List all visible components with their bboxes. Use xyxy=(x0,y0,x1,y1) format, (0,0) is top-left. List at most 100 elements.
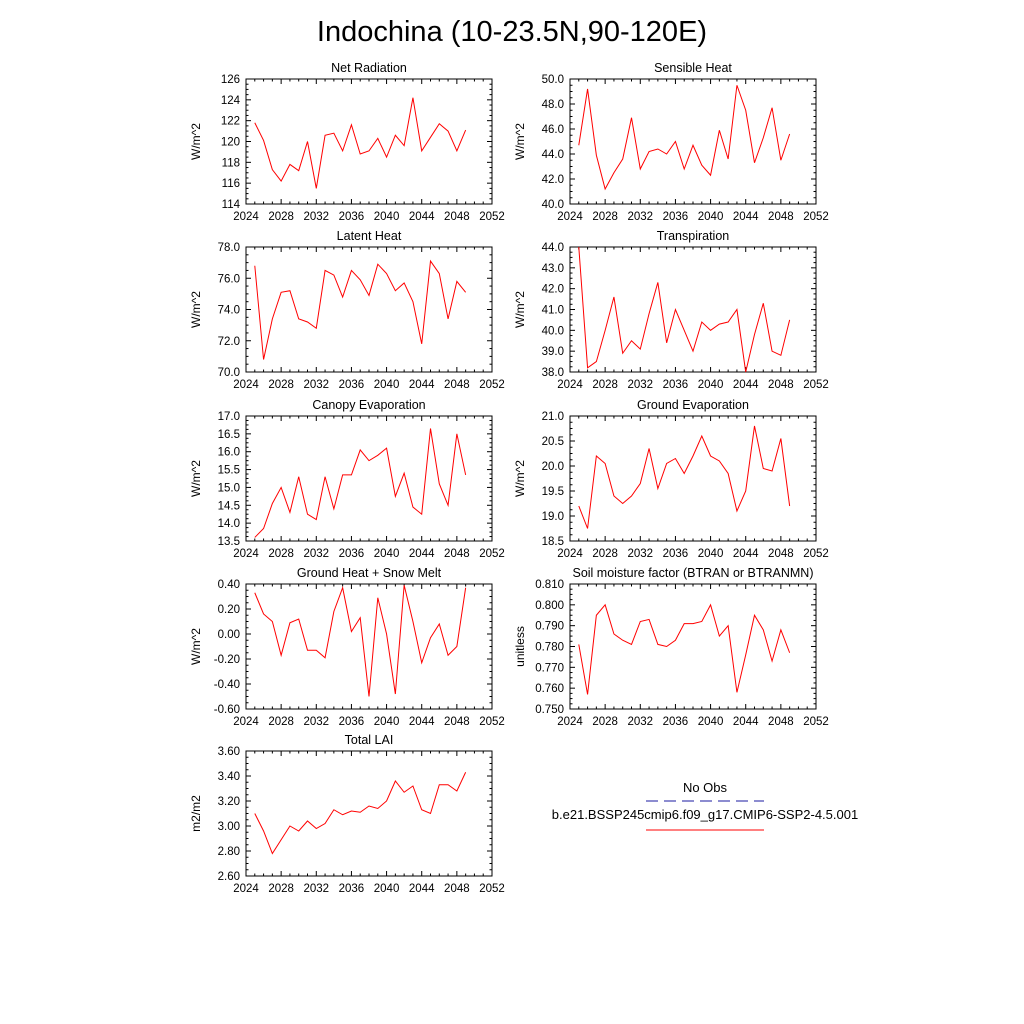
y-tick-label: 40.0 xyxy=(542,325,564,337)
y-tick-label: 42.0 xyxy=(542,174,564,186)
y-tick-label: 0.810 xyxy=(535,579,564,591)
x-tick-label: 2032 xyxy=(303,883,329,895)
x-tick-label: 2052 xyxy=(803,211,829,223)
x-tick-label: 2040 xyxy=(698,548,724,560)
y-tick-label: 0.750 xyxy=(535,704,564,716)
x-tick-label: 2040 xyxy=(374,883,400,895)
y-tick-label: 17.0 xyxy=(218,411,240,423)
x-tick-label: 2036 xyxy=(339,211,365,223)
x-tick-label: 2044 xyxy=(733,716,759,728)
panels: Net Radiation 2024 2028 2032 2036 2040 2044 204… xyxy=(189,61,829,895)
y-tick-label: 18.5 xyxy=(542,536,564,548)
x-tick-label: 2032 xyxy=(303,379,329,391)
x-tick-label: 2040 xyxy=(374,548,400,560)
y-tick-label: 2.80 xyxy=(218,846,240,858)
x-tick-label: 2024 xyxy=(233,716,259,728)
y-tick-label: 78.0 xyxy=(218,242,240,254)
x-tick-label: 2040 xyxy=(374,716,400,728)
panel-9: Total LAI 2024 2028 2032 2036 2040 2044 2048 205… xyxy=(189,733,505,895)
y-tick-label: 126 xyxy=(221,74,240,86)
x-tick-label: 2028 xyxy=(268,211,294,223)
x-tick-label: 2028 xyxy=(592,211,618,223)
x-tick-label: 2044 xyxy=(733,379,759,391)
panel-6: Ground Evaporation 2024 2028 2032 2036 2040 20… xyxy=(513,398,829,560)
y-axis-label: W/m^2 xyxy=(189,123,203,160)
x-tick-label: 2052 xyxy=(803,379,829,391)
y-tick-label: 44.0 xyxy=(542,242,564,254)
y-tick-label: 0.00 xyxy=(218,629,240,641)
x-tick-label: 2040 xyxy=(374,379,400,391)
legend-entry-no-obs-label: No Obs xyxy=(683,780,728,795)
y-axis-label: W/m^2 xyxy=(189,460,203,497)
y-axis-label: unitless xyxy=(513,626,527,667)
y-tick-label: 116 xyxy=(222,178,240,190)
y-tick-label: 3.00 xyxy=(218,821,240,833)
panel-title: Total LAI xyxy=(345,733,394,747)
x-tick-label: 2048 xyxy=(444,883,470,895)
x-tick-label: 2028 xyxy=(268,716,294,728)
series-line xyxy=(254,97,467,189)
plot-frame xyxy=(569,246,817,373)
y-axis-label: m2/m2 xyxy=(189,795,203,832)
x-tick-label: 2052 xyxy=(803,716,829,728)
panel-2: Sensible Heat 2024 2028 2032 2036 2040 2044 204… xyxy=(513,61,829,223)
x-tick-label: 2048 xyxy=(444,548,470,560)
panel-3: Latent Heat 2024 2028 2032 2036 2040 2044 2048 2… xyxy=(189,229,505,391)
x-tick-label: 2032 xyxy=(303,548,329,560)
x-tick-label: 2036 xyxy=(663,211,689,223)
x-tick-label: 2048 xyxy=(444,716,470,728)
x-tick-label: 2044 xyxy=(733,211,759,223)
y-tick-label: 14.0 xyxy=(218,518,240,530)
x-tick-label: 2024 xyxy=(233,883,259,895)
panel-1: Net Radiation 2024 2028 2032 2036 2040 2044 204… xyxy=(189,61,505,223)
y-tick-label: 15.0 xyxy=(218,482,240,494)
y-tick-label: 70.0 xyxy=(218,367,240,379)
panel-title: Canopy Evaporation xyxy=(312,398,425,412)
x-tick-label: 2040 xyxy=(698,379,724,391)
panel-4: Transpiration 2024 2028 2032 2036 2040 2044 204… xyxy=(513,229,829,391)
y-tick-label: 0.780 xyxy=(535,642,564,654)
x-tick-label: 2048 xyxy=(768,716,794,728)
y-tick-label: 118 xyxy=(222,157,240,169)
y-tick-label: -0.60 xyxy=(214,704,240,716)
y-axis-label: W/m^2 xyxy=(513,460,527,497)
x-tick-label: 2048 xyxy=(768,211,794,223)
y-tick-label: 48.0 xyxy=(542,99,564,111)
x-tick-label: 2036 xyxy=(663,548,689,560)
series-line xyxy=(578,246,791,373)
plot-frame xyxy=(245,415,493,542)
x-tick-label: 2040 xyxy=(698,211,724,223)
x-tick-label: 2040 xyxy=(698,716,724,728)
y-tick-label: 122 xyxy=(221,116,240,128)
y-tick-label: 14.5 xyxy=(218,500,240,512)
y-tick-label: 39.0 xyxy=(542,346,564,358)
x-tick-label: 2024 xyxy=(233,379,259,391)
x-tick-label: 2044 xyxy=(733,548,759,560)
x-tick-label: 2024 xyxy=(233,548,259,560)
x-tick-label: 2032 xyxy=(627,716,653,728)
x-tick-label: 2028 xyxy=(268,883,294,895)
y-axis-label: W/m^2 xyxy=(513,123,527,160)
x-tick-label: 2036 xyxy=(339,883,365,895)
series-line xyxy=(254,259,467,360)
y-tick-label: 20.5 xyxy=(542,436,564,448)
x-tick-label: 2028 xyxy=(592,379,618,391)
series-line xyxy=(578,425,791,529)
y-tick-label: 76.0 xyxy=(218,273,240,285)
x-tick-label: 2052 xyxy=(479,211,505,223)
x-tick-label: 2052 xyxy=(479,716,505,728)
y-tick-label: 3.60 xyxy=(218,746,240,758)
y-tick-label: 0.760 xyxy=(535,683,564,695)
plot-frame xyxy=(245,750,493,877)
panel-title: Ground Heat + Snow Melt xyxy=(297,566,442,580)
y-axis-label: W/m^2 xyxy=(189,628,203,665)
x-tick-label: 2024 xyxy=(557,716,583,728)
y-tick-label: 3.20 xyxy=(218,796,240,808)
y-tick-label: 50.0 xyxy=(542,74,564,86)
x-tick-label: 2036 xyxy=(339,379,365,391)
y-tick-label: 74.0 xyxy=(218,305,240,317)
y-tick-label: 43.0 xyxy=(542,263,564,275)
y-axis-label: W/m^2 xyxy=(513,291,527,328)
y-tick-label: 0.20 xyxy=(218,604,240,616)
